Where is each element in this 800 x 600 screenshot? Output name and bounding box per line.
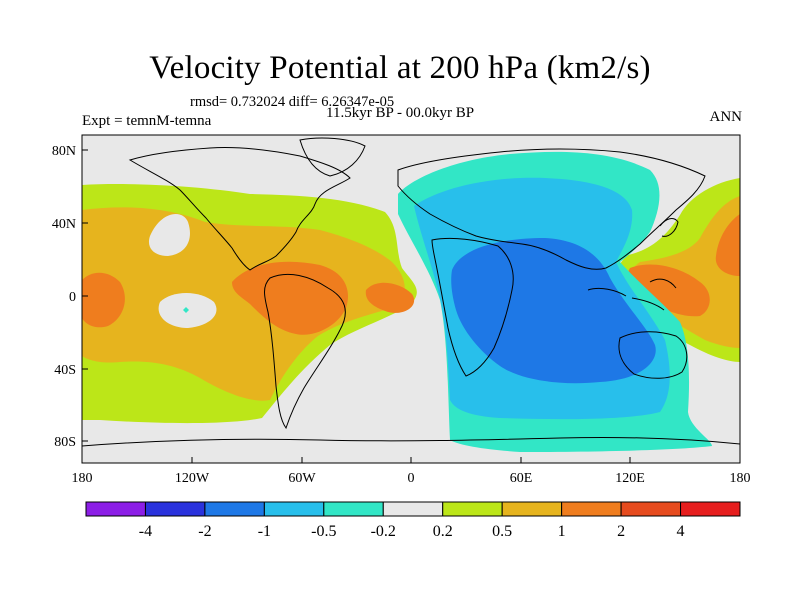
x-axis-ticks	[81, 457, 741, 463]
colorbar-swatch	[382, 501, 444, 517]
colorbar-swatch	[204, 501, 265, 517]
contour-pos-0.5-west	[82, 207, 405, 401]
colorbar	[85, 501, 741, 517]
contour-pos-1-atlantic	[365, 282, 415, 313]
coastline-north-america	[128, 146, 351, 271]
contour-pos-1-wpacific	[715, 214, 740, 276]
x-tick-label: 0	[408, 471, 415, 486]
x-tick-label: 60E	[510, 471, 533, 486]
colorbar-swatch	[263, 501, 325, 517]
y-tick-label: 80S	[54, 435, 76, 450]
colorbar-swatch	[620, 501, 682, 517]
x-tick-label: 120E	[615, 471, 645, 486]
experiment-label: Expt = temnM-temna	[82, 113, 212, 129]
colorbar-label: 2	[617, 523, 625, 540]
x-axis-labels: 180 120W 60W 0 60E 120E 180	[72, 471, 751, 486]
y-axis-labels: 80N 40N 0 40S 80S	[52, 144, 76, 450]
coastline-south-america	[264, 273, 346, 430]
map-area	[82, 135, 740, 463]
x-tick-label: 120W	[175, 471, 210, 486]
contour-zero-npacific	[148, 213, 190, 256]
contour-pos-1-samerica	[232, 261, 349, 335]
y-tick-label: 0	[69, 290, 76, 305]
coastline-africa	[431, 237, 514, 377]
coastline-indonesia	[587, 278, 677, 311]
plot-title: Velocity Potential at 200 hPa (km2/s)	[149, 50, 651, 86]
colorbar-label: -0.5	[311, 523, 336, 540]
coastlines	[82, 137, 740, 447]
colorbar-label: -0.2	[371, 523, 396, 540]
colorbar-label: -1	[258, 523, 271, 540]
contour-pos-1-wpacific2	[627, 264, 710, 317]
coastline-australia	[618, 331, 688, 379]
x-tick-label: 60W	[288, 471, 316, 486]
contour-neg-1	[451, 238, 656, 384]
colorbar-label: 0.2	[433, 523, 453, 540]
colorbar-swatch	[85, 501, 146, 517]
coastline-eurasia	[397, 148, 706, 270]
y-tick-label: 80N	[52, 144, 76, 159]
x-tick-label: 180	[730, 471, 751, 486]
y-axis-ticks	[82, 149, 88, 442]
colorbar-swatch	[561, 501, 622, 517]
colorbar-label: 0.5	[492, 523, 512, 540]
colorbar-swatch	[680, 501, 741, 517]
coastline-japan	[659, 218, 679, 237]
coastline-greenland	[299, 137, 366, 177]
coastline-antarctica	[82, 436, 740, 447]
period-text: 11.5kyr BP - 00.0kyr BP	[326, 105, 475, 121]
colorbar-label: 4	[677, 523, 685, 540]
colorbar-swatch	[442, 501, 503, 517]
y-tick-label: 40S	[54, 363, 76, 378]
colorbar-swatch	[501, 501, 563, 517]
colorbar-label: -4	[139, 523, 152, 540]
contour-tiny-feature	[183, 307, 189, 313]
contour-pos-1-pacific	[82, 272, 125, 328]
y-tick-label: 40N	[52, 217, 76, 232]
colorbar-label: 1	[558, 523, 566, 540]
colorbar-labels: -4 -2 -1 -0.5 -0.2 0.2 0.5 1 2 4	[139, 523, 685, 540]
colorbar-swatch	[323, 501, 384, 517]
colorbar-swatch	[144, 501, 206, 517]
colorbar-label: -2	[198, 523, 211, 540]
stats-text: rmsd= 0.732024 diff= 6.26347e-05	[190, 94, 395, 110]
x-tick-label: 180	[72, 471, 93, 486]
season-label: ANN	[709, 109, 743, 125]
